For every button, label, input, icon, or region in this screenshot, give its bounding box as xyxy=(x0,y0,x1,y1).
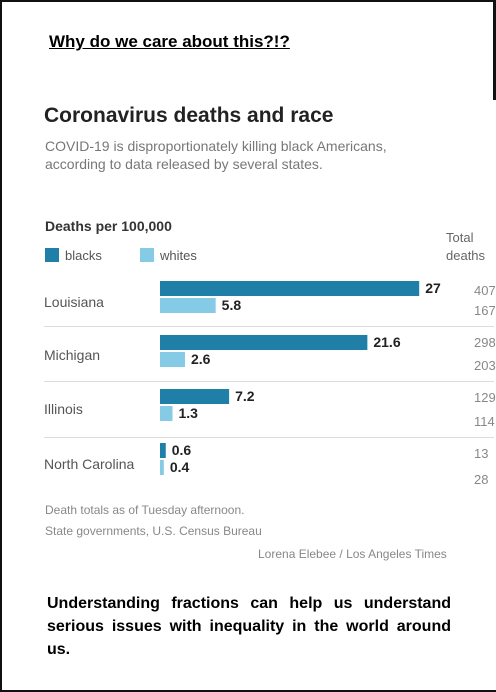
legend-item-whites: whites xyxy=(140,248,197,263)
data-label-illinois-whites: 1.3 xyxy=(178,405,198,421)
row-divider xyxy=(44,437,494,438)
data-label-michigan-blacks: 21.6 xyxy=(373,334,400,350)
bar-north-carolina-blacks xyxy=(160,443,166,458)
row-divider xyxy=(44,381,494,382)
chart-title: Coronavirus deaths and race xyxy=(44,104,334,127)
data-label-north-carolina-blacks: 0.6 xyxy=(172,442,192,458)
data-label-michigan-whites: 2.6 xyxy=(191,351,211,367)
total-deaths-north-carolina-whites: 28 xyxy=(474,472,489,487)
bar-michigan-blacks xyxy=(160,335,368,350)
chart-subtitle: COVID-19 is disproportionately killing b… xyxy=(45,138,387,172)
bar-louisiana-whites xyxy=(160,298,216,313)
total-deaths-illinois-blacks: 129 xyxy=(474,390,496,405)
bar-louisiana-blacks xyxy=(160,281,420,296)
data-label-illinois-blacks: 7.2 xyxy=(235,388,255,404)
bar-illinois-blacks xyxy=(160,389,230,404)
total-deaths-louisiana-blacks: 407 xyxy=(474,283,496,298)
legend-item-blacks: blacks xyxy=(45,248,102,263)
legend-swatch-whites xyxy=(140,248,154,262)
chart-note: Death totals as of Tuesday afternoon. xyxy=(45,503,245,517)
total-deaths-michigan-blacks: 298 xyxy=(474,335,496,350)
chart-source: State governments, U.S. Census Bureau xyxy=(45,524,262,538)
state-label-louisiana: Louisiana xyxy=(44,294,104,310)
total-deaths-header: Total deaths xyxy=(446,230,486,263)
legend-label-whites: whites xyxy=(160,248,197,263)
total-deaths-north-carolina-blacks: 13 xyxy=(474,446,489,461)
frame-right-edge xyxy=(493,0,496,100)
state-label-north-carolina: North Carolina xyxy=(44,456,135,472)
legend-label-blacks: blacks xyxy=(65,248,102,263)
legend-swatch-blacks xyxy=(45,248,59,262)
bar-michigan-whites xyxy=(160,352,185,367)
total-deaths-illinois-whites: 114 xyxy=(474,414,495,429)
data-label-north-carolina-whites: 0.4 xyxy=(170,459,190,475)
page-heading: Why do we care about this?!? xyxy=(49,32,290,51)
data-label-louisiana-blacks: 27 xyxy=(425,280,441,296)
state-label-michigan: Michigan xyxy=(44,347,101,363)
total-deaths-michigan-whites: 203 xyxy=(474,358,496,373)
data-label-louisiana-whites: 5.8 xyxy=(222,297,242,313)
row-divider xyxy=(44,326,494,327)
total-deaths-louisiana-whites: 167 xyxy=(474,303,496,318)
chart-credit: Lorena Elebee / Los Angeles Times xyxy=(258,547,447,561)
unit-label: Deaths per 100,000 xyxy=(45,218,172,234)
bar-north-carolina-whites xyxy=(160,460,164,475)
caption-text: Understanding fractions can help us unde… xyxy=(47,595,451,658)
bar-illinois-whites xyxy=(160,406,173,421)
state-label-illinois: Illinois xyxy=(44,401,83,417)
